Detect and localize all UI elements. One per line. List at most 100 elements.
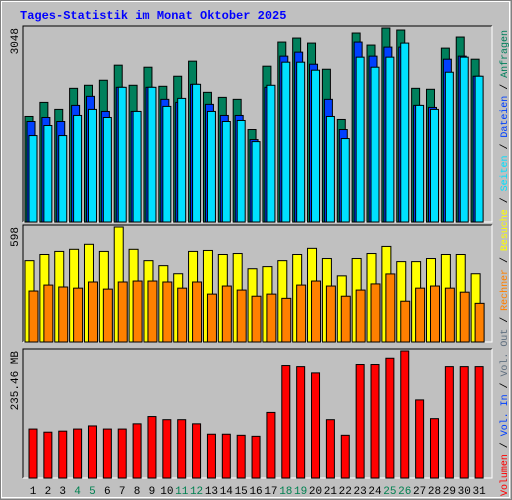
bar	[459, 366, 469, 479]
bar	[266, 411, 276, 479]
x-tick-label: 8	[134, 486, 141, 498]
bar	[340, 138, 350, 223]
bar	[459, 56, 469, 223]
x-tick-label: 12	[190, 486, 203, 498]
x-tick-label: 15	[235, 486, 248, 498]
x-tick-label: 5	[89, 486, 96, 498]
bar	[385, 56, 395, 223]
legend-separator: /	[499, 376, 511, 394]
x-tick-label: 6	[104, 486, 111, 498]
bar	[311, 280, 322, 343]
bar	[311, 69, 321, 223]
bar	[370, 66, 380, 223]
bar	[251, 435, 261, 479]
x-tick-label: 17	[264, 486, 277, 498]
x-tick-label: 25	[383, 486, 396, 498]
bar	[221, 120, 231, 223]
x-tick-label: 31	[472, 486, 486, 498]
bar	[147, 416, 157, 479]
bar	[117, 86, 127, 223]
bar	[87, 425, 97, 479]
bar	[236, 119, 246, 223]
bar	[43, 125, 53, 223]
bar	[43, 284, 54, 343]
bar	[73, 287, 84, 343]
bar	[415, 287, 426, 343]
legend-entry: Rechner	[499, 269, 511, 311]
bar	[87, 281, 98, 343]
bar	[281, 365, 291, 479]
bar	[147, 280, 158, 343]
legend-separator: /	[499, 436, 511, 454]
legend-separator: /	[499, 191, 511, 209]
x-tick-label: 28	[428, 486, 441, 498]
legend-entry: Besuche	[499, 209, 511, 251]
bar	[162, 419, 172, 479]
x-tick-label: 27	[413, 486, 426, 498]
legend-entry: Dateien	[499, 96, 511, 138]
bar	[355, 56, 365, 223]
bar	[58, 135, 68, 223]
bar	[385, 357, 395, 479]
legend-entry: Vol. In	[499, 394, 511, 436]
legend-entry: Seiten	[499, 155, 511, 191]
bar	[236, 289, 247, 343]
x-tick-label: 2	[45, 486, 52, 498]
x-tick-label: 20	[309, 486, 322, 498]
x-tick-label: 19	[294, 486, 307, 498]
bar	[206, 110, 216, 223]
bar	[251, 295, 262, 343]
bar	[28, 428, 38, 479]
x-tick-label: 1	[30, 486, 37, 498]
bar	[102, 428, 112, 479]
legend-separator: /	[499, 138, 511, 156]
legend-separator: /	[499, 311, 511, 329]
x-tick-label: 23	[354, 486, 367, 498]
bar	[296, 366, 306, 479]
bar	[296, 284, 307, 343]
x-tick-label: 24	[368, 486, 382, 498]
bar	[296, 61, 306, 223]
bar	[73, 428, 83, 479]
bar	[132, 110, 142, 223]
bar	[102, 116, 112, 223]
bar	[400, 300, 411, 343]
x-tick-label: 9	[149, 486, 156, 498]
bar	[147, 86, 157, 223]
bar	[251, 141, 261, 223]
bar	[28, 135, 38, 223]
bar	[43, 431, 53, 479]
legend-separator: /	[499, 78, 511, 96]
x-tick-label: 11	[175, 486, 189, 498]
bar	[206, 433, 216, 479]
bar	[221, 433, 231, 479]
bar	[87, 108, 97, 223]
x-tick-label: 21	[324, 486, 338, 498]
x-tick-label: 7	[119, 486, 126, 498]
legend-entry: Vol. Out	[499, 329, 511, 377]
legend-entry: Anfragen	[499, 30, 511, 78]
x-tick-label: 30	[458, 486, 471, 498]
bar	[117, 281, 128, 343]
legend-entry: Volumen	[499, 454, 511, 496]
bar	[192, 281, 203, 343]
x-tick-label: 22	[339, 486, 352, 498]
x-tick-label: 18	[279, 486, 292, 498]
bar	[355, 364, 365, 479]
legend: Volumen / Vol. In / Vol. Out / Rechner /…	[499, 30, 511, 496]
bar	[415, 104, 425, 223]
x-tick-label: 14	[220, 486, 234, 498]
chart-title: Tages-Statistik im Monat Oktober 2025	[20, 9, 286, 23]
bar	[192, 423, 202, 479]
bar	[162, 105, 172, 223]
bar	[474, 302, 485, 343]
plot-bevel	[22, 25, 492, 222]
plot-bevel	[22, 348, 492, 478]
bar	[206, 293, 217, 343]
bar	[340, 295, 351, 343]
bar	[325, 115, 335, 223]
bar	[28, 290, 39, 343]
bar	[102, 288, 113, 343]
